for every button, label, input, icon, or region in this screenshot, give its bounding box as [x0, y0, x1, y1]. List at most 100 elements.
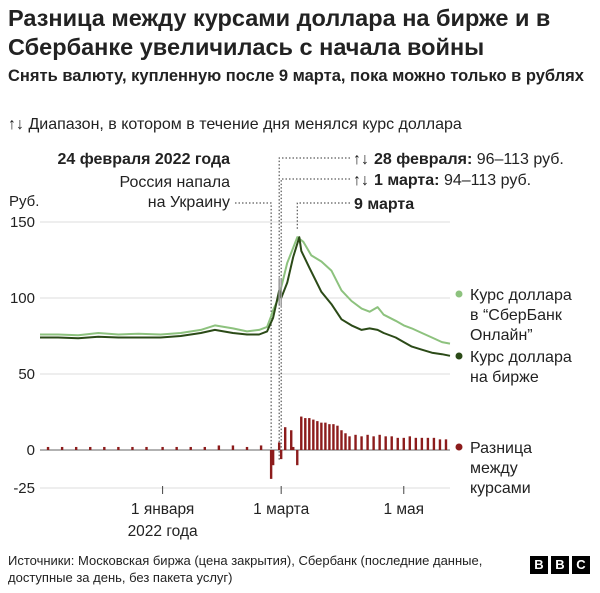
y-tick-label: 50	[18, 366, 35, 383]
annotation-feb24-date: 24 февраля 2022 года	[58, 151, 231, 168]
annotation-mar1-date: 1 марта:	[374, 172, 440, 189]
difference-bar	[438, 439, 442, 450]
difference-bar	[300, 416, 303, 450]
difference-bar	[46, 446, 50, 450]
bbc-logo-block-3: C	[572, 556, 590, 574]
range-legend-text: Диапазон, в котором в течение дня менялс…	[28, 116, 462, 133]
difference-bar	[308, 418, 311, 450]
difference-bar	[231, 445, 235, 450]
gridlines	[40, 221, 450, 489]
annotation-feb28: 28 февраля: 96–113 руб.	[374, 151, 564, 168]
x-tick-label: 1 марта	[253, 501, 309, 518]
label-difference-2: между	[470, 460, 518, 477]
difference-bar	[402, 437, 405, 450]
difference-bar	[277, 442, 281, 450]
difference-bar	[384, 436, 387, 450]
difference-bar	[89, 446, 92, 450]
label-sber-1: Курс доллара	[470, 287, 572, 304]
y-tick-label: 100	[10, 290, 35, 307]
x-tick-label: 1 января	[131, 501, 194, 518]
y-tick-label: 150	[10, 214, 35, 231]
rate-lines	[40, 236, 451, 357]
difference-bar	[390, 436, 393, 450]
difference-bar	[408, 436, 412, 450]
marker-mar1-leader	[280, 178, 350, 460]
difference-bar	[312, 419, 315, 450]
difference-bar	[161, 446, 164, 450]
difference-bar	[372, 436, 375, 450]
difference-bar	[145, 446, 148, 450]
difference-bar	[203, 446, 207, 450]
difference-bar	[245, 446, 249, 450]
difference-bar	[279, 450, 283, 460]
y-axis-label: Руб.	[9, 193, 39, 210]
difference-bar	[290, 430, 293, 450]
legend-dot-exchange	[455, 352, 463, 360]
label-sber-3: Онлайн”	[470, 327, 533, 344]
range-arrows	[278, 278, 282, 308]
label-exchange-1: Курс доллара	[470, 349, 572, 366]
difference-bar	[366, 434, 369, 450]
annotation-mar1-arrows-icon: ↑↓	[353, 172, 369, 189]
marker-feb24-leader	[235, 202, 272, 460]
annotation-feb24-text-2: на Украину	[148, 194, 230, 211]
difference-bar	[396, 437, 399, 450]
difference-bar	[259, 445, 263, 450]
difference-bar	[444, 439, 448, 450]
bbc-logo: B B C	[530, 556, 590, 574]
difference-bar	[189, 446, 192, 450]
bbc-logo-block-2: B	[551, 556, 569, 574]
annotation-mar1-range: 94–113 руб.	[444, 172, 531, 189]
legend-dot-sber	[455, 290, 463, 298]
y-axis: 150 100 50 0 -25	[10, 214, 35, 497]
difference-bar	[324, 422, 327, 450]
range-legend: ↑↓ Диапазон, в котором в течение дня мен…	[8, 116, 462, 134]
series-line-exchange	[40, 236, 451, 357]
difference-bar	[432, 437, 436, 450]
difference-bar	[354, 434, 357, 450]
label-difference-3: курсами	[470, 480, 531, 497]
difference-bar	[131, 446, 134, 450]
range-arrows-icon: ↑↓	[8, 116, 24, 133]
difference-bar	[292, 446, 295, 450]
x-tick-label: 1 мая	[383, 501, 424, 518]
bbc-logo-block-1: B	[530, 556, 548, 574]
difference-bar	[340, 430, 343, 450]
chart-title: Разница между курсами доллара на бирже и…	[8, 5, 551, 60]
annotation-feb28-range: 96–113 руб.	[477, 151, 564, 168]
annotation-mar9-date: 9 марта	[354, 196, 414, 213]
source-footer: Источники: Московская биржа (цена закрыт…	[8, 553, 483, 585]
difference-bar	[60, 446, 64, 450]
difference-bar	[103, 446, 106, 450]
difference-bar	[414, 437, 418, 450]
annotation-mar1: 1 марта: 94–113 руб.	[374, 172, 531, 189]
difference-bar	[332, 424, 335, 450]
marker-feb28-leader	[278, 157, 350, 460]
label-exchange-2: на бирже	[470, 369, 539, 386]
annotation-feb28-date: 28 февраля:	[374, 151, 472, 168]
x-tick-label: 2022 года	[128, 523, 198, 540]
difference-bar	[74, 446, 78, 450]
difference-bar	[348, 436, 351, 450]
legend-dot-difference	[455, 443, 463, 451]
difference-bar	[344, 433, 347, 450]
difference-bar	[117, 446, 120, 450]
difference-bar	[175, 446, 178, 450]
difference-bar	[328, 424, 331, 450]
difference-bar	[360, 436, 363, 450]
chart-subtitle: Снять валюту, купленную после 9 марта, п…	[8, 67, 584, 85]
difference-bar	[269, 450, 273, 479]
difference-bar	[378, 434, 381, 450]
difference-bars	[46, 416, 448, 479]
series-line-sber	[40, 236, 451, 345]
difference-bar	[296, 450, 299, 466]
difference-bar	[217, 445, 221, 450]
difference-bar	[320, 422, 323, 450]
x-axis: 1 января 2022 года 1 марта 1 мая	[128, 486, 424, 540]
difference-bar	[426, 437, 430, 450]
difference-bar	[316, 421, 319, 450]
annotation-feb28-arrows-icon: ↑↓	[353, 151, 369, 168]
label-sber-2: в “СберБанк	[470, 307, 563, 324]
marker-mar9-leader	[296, 202, 350, 230]
difference-bar	[304, 418, 307, 450]
